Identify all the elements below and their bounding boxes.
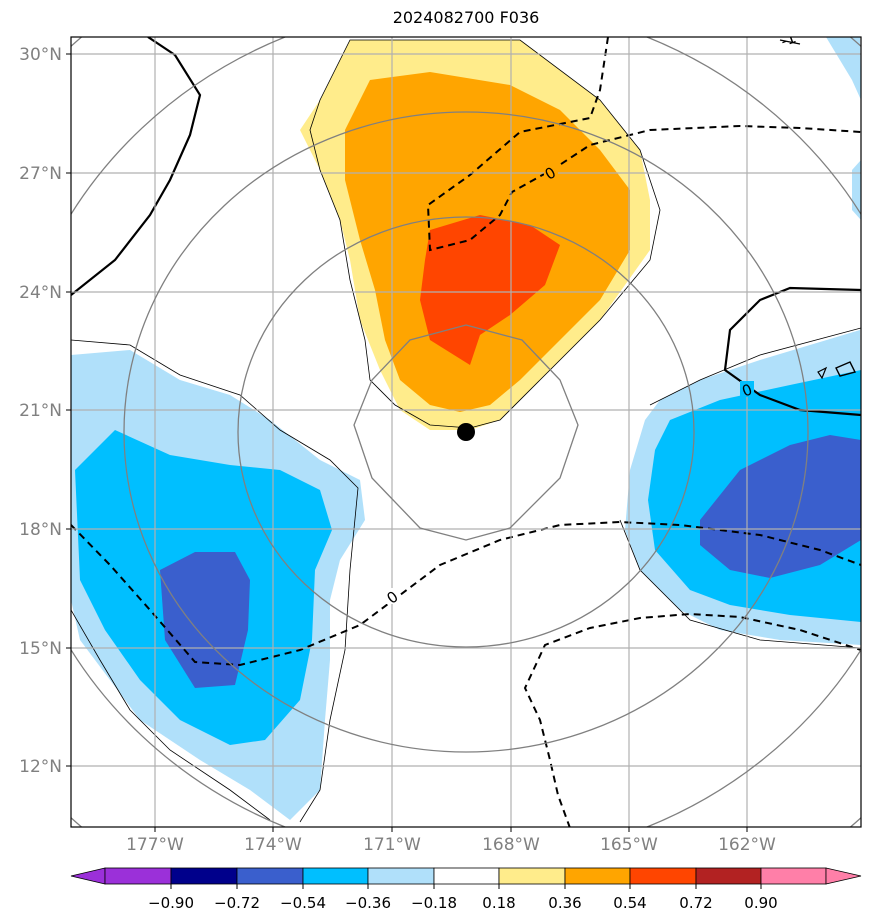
colorbar-tick-label: 0.90: [744, 894, 777, 912]
lon-label: 162°W: [718, 835, 776, 855]
colorbar-under-arrow: [70, 867, 106, 885]
contour-label-group: 0 0 0 -1: [383, 28, 798, 608]
colorbar-swatch: [302, 867, 369, 885]
longitude-axis: 177°W 174°W 171°W 168°W 165°W 162°W: [126, 835, 776, 855]
colorbar: [70, 867, 862, 885]
colorbar-swatch: [498, 867, 566, 885]
contour-label: -1: [778, 28, 798, 50]
thin-contours: [71, 39, 861, 823]
lat-label: 21°N: [19, 401, 62, 421]
lat-label: 18°N: [19, 520, 62, 540]
lat-label: 24°N: [19, 283, 62, 303]
colorbar-swatch: [564, 867, 631, 885]
colorbar-tick-label: 0.72: [679, 894, 712, 912]
lat-label: 30°N: [19, 45, 62, 65]
colorbar-swatch: [629, 867, 697, 885]
colorbar-tick-labels: −0.90 −0.72 −0.54 −0.36 −0.18 0.18 0.36 …: [148, 894, 778, 912]
colorbar-tick-label: 0.54: [613, 894, 646, 912]
lon-label: 174°W: [244, 835, 302, 855]
colorbar-swatch: [695, 867, 762, 885]
colorbar-swatch: [104, 867, 172, 885]
lat-label: 12°N: [19, 757, 62, 777]
colorbar-tick-label: −0.36: [345, 894, 391, 912]
map-title: 2024082700 F036: [392, 8, 540, 27]
negative-anomaly-west: [71, 350, 365, 820]
map-frame: [70, 36, 862, 828]
lon-label: 165°W: [600, 835, 658, 855]
colorbar-swatch: [367, 867, 435, 885]
lat-label: 27°N: [19, 164, 62, 184]
lon-label: 177°W: [126, 835, 184, 855]
colorbar-tick-label: 0.18: [482, 894, 515, 912]
colorbar-swatch: [170, 867, 238, 885]
negative-anomaly-east: [625, 330, 861, 645]
colorbar-ticks: [170, 884, 762, 889]
lon-label: 171°W: [363, 835, 421, 855]
storm-center-marker: [457, 423, 475, 441]
graticule-grid: [71, 37, 861, 827]
colorbar-swatch: [760, 867, 827, 885]
lon-label: 168°W: [482, 835, 540, 855]
axis-ticks: [66, 53, 748, 832]
colorbar-tick-label: −0.90: [148, 894, 194, 912]
colorbar-over-arrow: [825, 867, 862, 885]
colorbar-tick-label: −0.54: [280, 894, 326, 912]
colorbar-tick-label: 0.36: [548, 894, 581, 912]
colorbar-swatch: [236, 867, 304, 885]
colorbar-tick-label: −0.72: [214, 894, 260, 912]
latitude-axis: 30°N 27°N 24°N 21°N 18°N 15°N 12°N: [19, 45, 62, 777]
colorbar-swatch: [433, 867, 500, 885]
colorbar-tick-label: −0.18: [411, 894, 457, 912]
lat-label: 15°N: [19, 639, 62, 659]
solid-contours: [71, 37, 861, 417]
